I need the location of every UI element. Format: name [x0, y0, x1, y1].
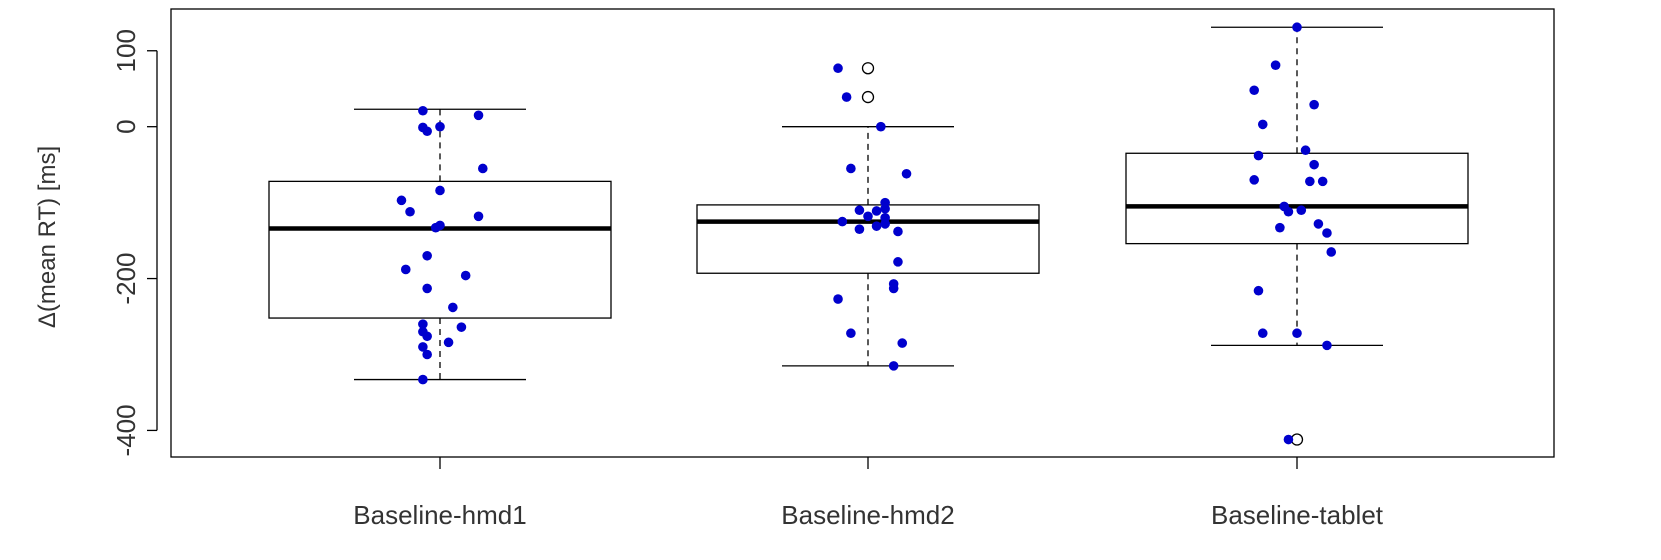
- data-point: [1317, 176, 1328, 187]
- data-point: [1253, 150, 1264, 161]
- data-point: [1283, 206, 1294, 217]
- box-3: [1125, 26, 1469, 446]
- data-point: [876, 121, 886, 132]
- data-point: [435, 121, 445, 132]
- data-point: [1257, 328, 1268, 339]
- data-point: [888, 283, 899, 294]
- data-point: [1296, 205, 1307, 216]
- data-point: [871, 206, 882, 216]
- data-point: [854, 205, 865, 216]
- data-point: [1309, 99, 1319, 110]
- data-point: [1249, 175, 1259, 185]
- data-point: [854, 224, 865, 235]
- y-tick-label: 0: [111, 119, 141, 133]
- data-point: [473, 211, 484, 222]
- y-axis: 100 0 -200 -400: [111, 29, 158, 456]
- data-point: [473, 110, 484, 121]
- data-point: [418, 374, 428, 385]
- data-point: [418, 342, 428, 352]
- data-point: [460, 270, 471, 281]
- data-point: [1270, 60, 1281, 70]
- data-point: [837, 216, 848, 227]
- data-point: [888, 361, 899, 371]
- y-tick-label: 100: [111, 29, 141, 72]
- y-axis-label: Δ(mean RT) [ms]: [34, 146, 61, 328]
- x-axis: Baseline-hmd1 Baseline-hmd2 Baseline-table…: [353, 457, 1384, 530]
- box-1: [268, 108, 612, 381]
- data-point: [1249, 85, 1259, 96]
- data-point: [430, 222, 441, 233]
- plot-frame: [170, 8, 1555, 458]
- data-point: [400, 264, 411, 275]
- data-point: [448, 302, 458, 313]
- box-2: [696, 62, 1040, 367]
- data-point: [880, 203, 890, 214]
- data-point: [1275, 222, 1285, 233]
- data-point: [1292, 22, 1302, 33]
- data-point: [405, 206, 415, 217]
- data-point: [1305, 176, 1315, 187]
- data-point: [833, 294, 843, 304]
- outlier-point: [861, 90, 875, 104]
- data-point: [833, 63, 843, 74]
- data-point: [422, 126, 432, 137]
- data-point: [422, 250, 432, 261]
- data-point: [418, 319, 428, 329]
- y-tick-label: -400: [111, 404, 141, 456]
- data-point: [897, 338, 908, 348]
- x-tick-label: Baseline-hmd2: [781, 500, 954, 530]
- data-point: [871, 221, 882, 231]
- data-point: [422, 331, 432, 342]
- boxes: [268, 26, 1469, 446]
- data-point: [893, 226, 903, 237]
- x-tick-label: Baseline-hmd1: [353, 500, 526, 530]
- data-point: [1257, 119, 1268, 130]
- data-point: [846, 328, 856, 339]
- data-point: [1300, 145, 1311, 156]
- data-point: [1313, 219, 1324, 229]
- data-point: [1309, 159, 1319, 170]
- data-point: [893, 257, 903, 267]
- data-point: [1326, 247, 1337, 257]
- data-points: [396, 22, 1337, 445]
- data-point: [863, 211, 873, 222]
- data-point: [1283, 434, 1294, 445]
- data-point: [901, 168, 912, 179]
- x-tick-label: Baseline-tablet: [1211, 500, 1384, 530]
- data-point: [1322, 340, 1332, 351]
- data-point: [443, 337, 454, 348]
- data-point: [435, 185, 445, 196]
- data-point: [841, 92, 852, 102]
- data-point: [846, 163, 856, 174]
- iqr-box: [268, 180, 612, 319]
- data-point: [456, 322, 467, 332]
- data-point: [1292, 328, 1302, 339]
- y-tick-label: -200: [111, 253, 141, 305]
- data-point: [478, 163, 488, 174]
- iqr-box: [1125, 152, 1469, 245]
- data-point: [422, 349, 432, 360]
- data-point: [418, 105, 428, 116]
- outlier-point: [861, 62, 875, 75]
- data-point: [880, 219, 890, 229]
- data-point: [1322, 228, 1332, 238]
- data-point: [396, 195, 407, 206]
- data-point: [422, 283, 432, 294]
- data-point: [1253, 285, 1264, 296]
